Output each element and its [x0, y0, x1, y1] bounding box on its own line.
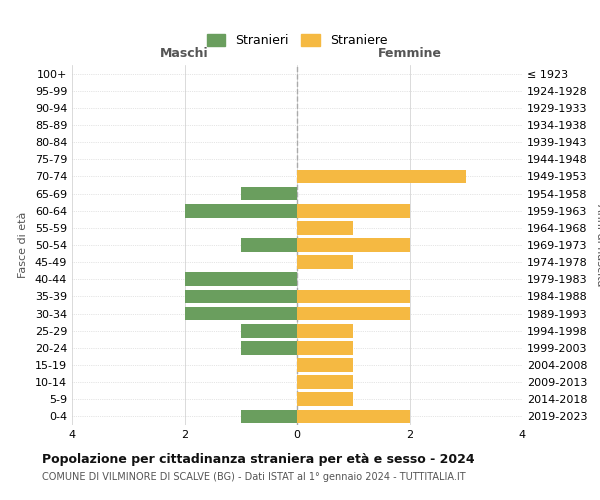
- Bar: [185, 306, 297, 320]
- Bar: [297, 170, 466, 183]
- Y-axis label: Anni di nascita: Anni di nascita: [595, 204, 600, 286]
- Bar: [185, 204, 297, 218]
- Legend: Stranieri, Straniere: Stranieri, Straniere: [200, 28, 394, 54]
- Bar: [297, 204, 409, 218]
- Bar: [241, 410, 297, 424]
- Bar: [297, 358, 353, 372]
- Bar: [241, 341, 297, 354]
- Bar: [297, 238, 409, 252]
- Y-axis label: Fasce di età: Fasce di età: [18, 212, 28, 278]
- Bar: [297, 256, 353, 269]
- Bar: [297, 392, 353, 406]
- Text: Popolazione per cittadinanza straniera per età e sesso - 2024: Popolazione per cittadinanza straniera p…: [42, 452, 475, 466]
- Bar: [297, 290, 409, 304]
- Bar: [297, 376, 353, 389]
- Bar: [241, 238, 297, 252]
- Text: Femmine: Femmine: [377, 47, 442, 60]
- Bar: [297, 221, 353, 234]
- Bar: [297, 324, 353, 338]
- Bar: [185, 272, 297, 286]
- Bar: [297, 410, 409, 424]
- Bar: [297, 341, 353, 354]
- Bar: [241, 186, 297, 200]
- Text: COMUNE DI VILMINORE DI SCALVE (BG) - Dati ISTAT al 1° gennaio 2024 - TUTTITALIA.: COMUNE DI VILMINORE DI SCALVE (BG) - Dat…: [42, 472, 466, 482]
- Text: Maschi: Maschi: [160, 47, 209, 60]
- Bar: [241, 324, 297, 338]
- Bar: [297, 306, 409, 320]
- Bar: [185, 290, 297, 304]
